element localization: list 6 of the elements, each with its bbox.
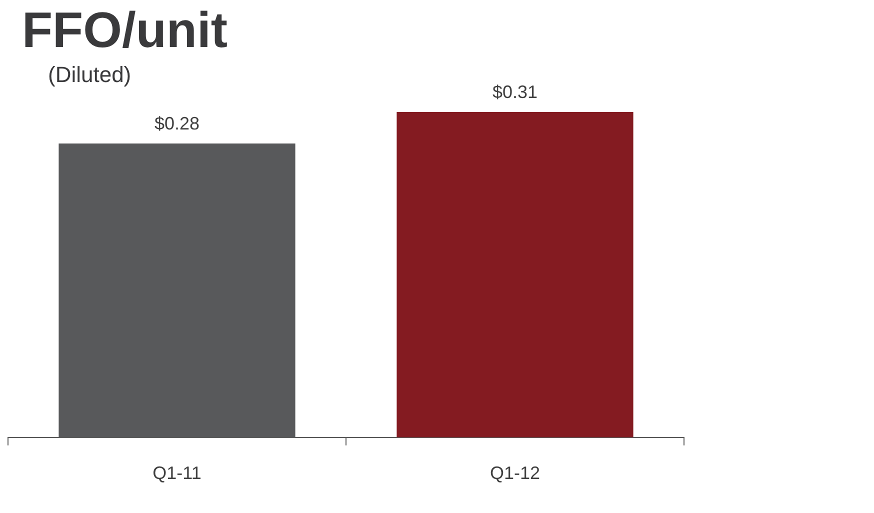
data-label: $0.28 <box>154 113 200 134</box>
chart-subtitle: (Diluted) <box>48 62 132 88</box>
x-tick-label: Q1-11 <box>152 463 202 484</box>
x-tick-label: Q1-12 <box>490 463 540 484</box>
chart-title: FFO/unit <box>22 1 228 60</box>
data-label: $0.31 <box>492 82 538 102</box>
